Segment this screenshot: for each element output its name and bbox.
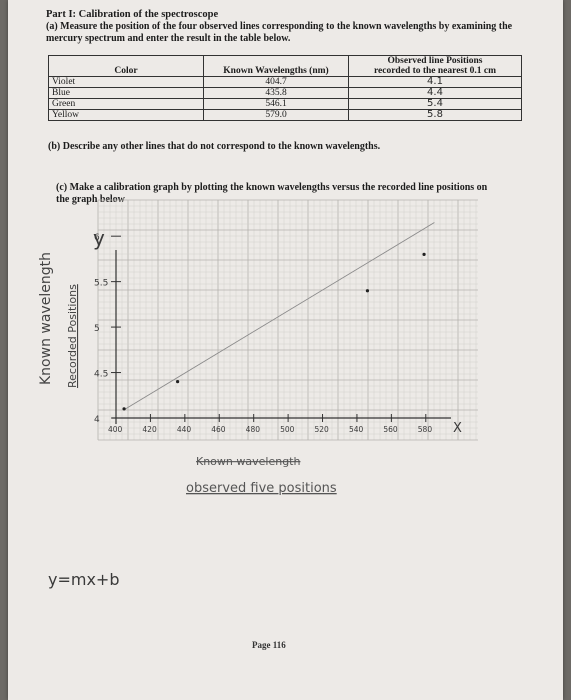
data-point xyxy=(365,289,370,293)
y-axis-letter: y xyxy=(93,226,105,250)
data-point xyxy=(122,407,126,411)
x-tick-label: 580 xyxy=(418,425,433,434)
y-axis-label-inner: Recorded Positions xyxy=(66,284,79,388)
x-tick-label: 520 xyxy=(315,425,330,434)
x-tick-label: 480 xyxy=(246,425,261,434)
question-b: (b) Describe any other lines that do not… xyxy=(48,141,381,152)
table-row: Yellow 579.0 5.8 xyxy=(48,109,522,121)
x-tick-label: 460 xyxy=(211,425,226,434)
y-axis-label-outer: Known wavelength xyxy=(38,252,54,385)
y-tick-label: 4.5 xyxy=(94,370,108,380)
graph-axes xyxy=(112,250,451,424)
question-a: (a) Measure the position of the four obs… xyxy=(46,21,513,44)
graph-ticks: 6 5.5 5 4.5 4 400 420 440 460 480 500 520 540 560 580 xyxy=(94,233,432,434)
part-title: Part I: Calibration of the spectroscope xyxy=(46,9,219,20)
graph-labels: y X Known wavelength Recorded Positions … xyxy=(38,226,462,496)
page-number: Page 116 xyxy=(252,640,286,650)
x-tick-label: 420 xyxy=(142,425,157,434)
table-row: Violet 404.7 4.1 xyxy=(48,76,522,88)
trend-line xyxy=(124,222,435,410)
graph-marks xyxy=(122,222,435,411)
x-tick-label: 500 xyxy=(280,425,295,434)
formula-text: y=mx+b xyxy=(48,570,120,589)
header-observed-line1: Observed line Positions xyxy=(387,56,483,66)
header-wavelength-label: Known Wavelengths (nm) xyxy=(223,66,329,76)
x-tick-label: 400 xyxy=(108,425,123,434)
data-point xyxy=(422,252,426,256)
x-tick-label: 560 xyxy=(383,425,398,434)
header-observed-line2: recorded to the nearest 0.1 cm xyxy=(373,66,497,76)
cell-wavelength: 579.0 xyxy=(203,109,349,121)
question-c: (c) Make a calibration graph by plotting… xyxy=(56,182,488,205)
x-tick-label: 440 xyxy=(177,425,192,434)
x-tick-label: 540 xyxy=(349,425,364,434)
graph-grid xyxy=(97,199,478,441)
worksheet-page: Part I: Calibration of the spectroscope … xyxy=(8,0,563,700)
y-tick-label: 4 xyxy=(94,415,100,425)
data-point xyxy=(176,380,180,384)
x-axis-label: observed five positions xyxy=(186,481,337,496)
y-tick-label: 5.5 xyxy=(94,279,108,289)
x-axis-letter: X xyxy=(453,421,462,436)
y-tick-label: 6 xyxy=(94,233,100,243)
header-color-label: Color xyxy=(114,66,138,76)
cell-observed[interactable]: 5.8 xyxy=(348,109,522,121)
y-tick-label: 5 xyxy=(94,324,100,334)
calibration-table: Color Known Wavelengths (nm) Observed li… xyxy=(48,55,522,121)
x-axis-label-struck: Known wavelength xyxy=(196,455,300,468)
